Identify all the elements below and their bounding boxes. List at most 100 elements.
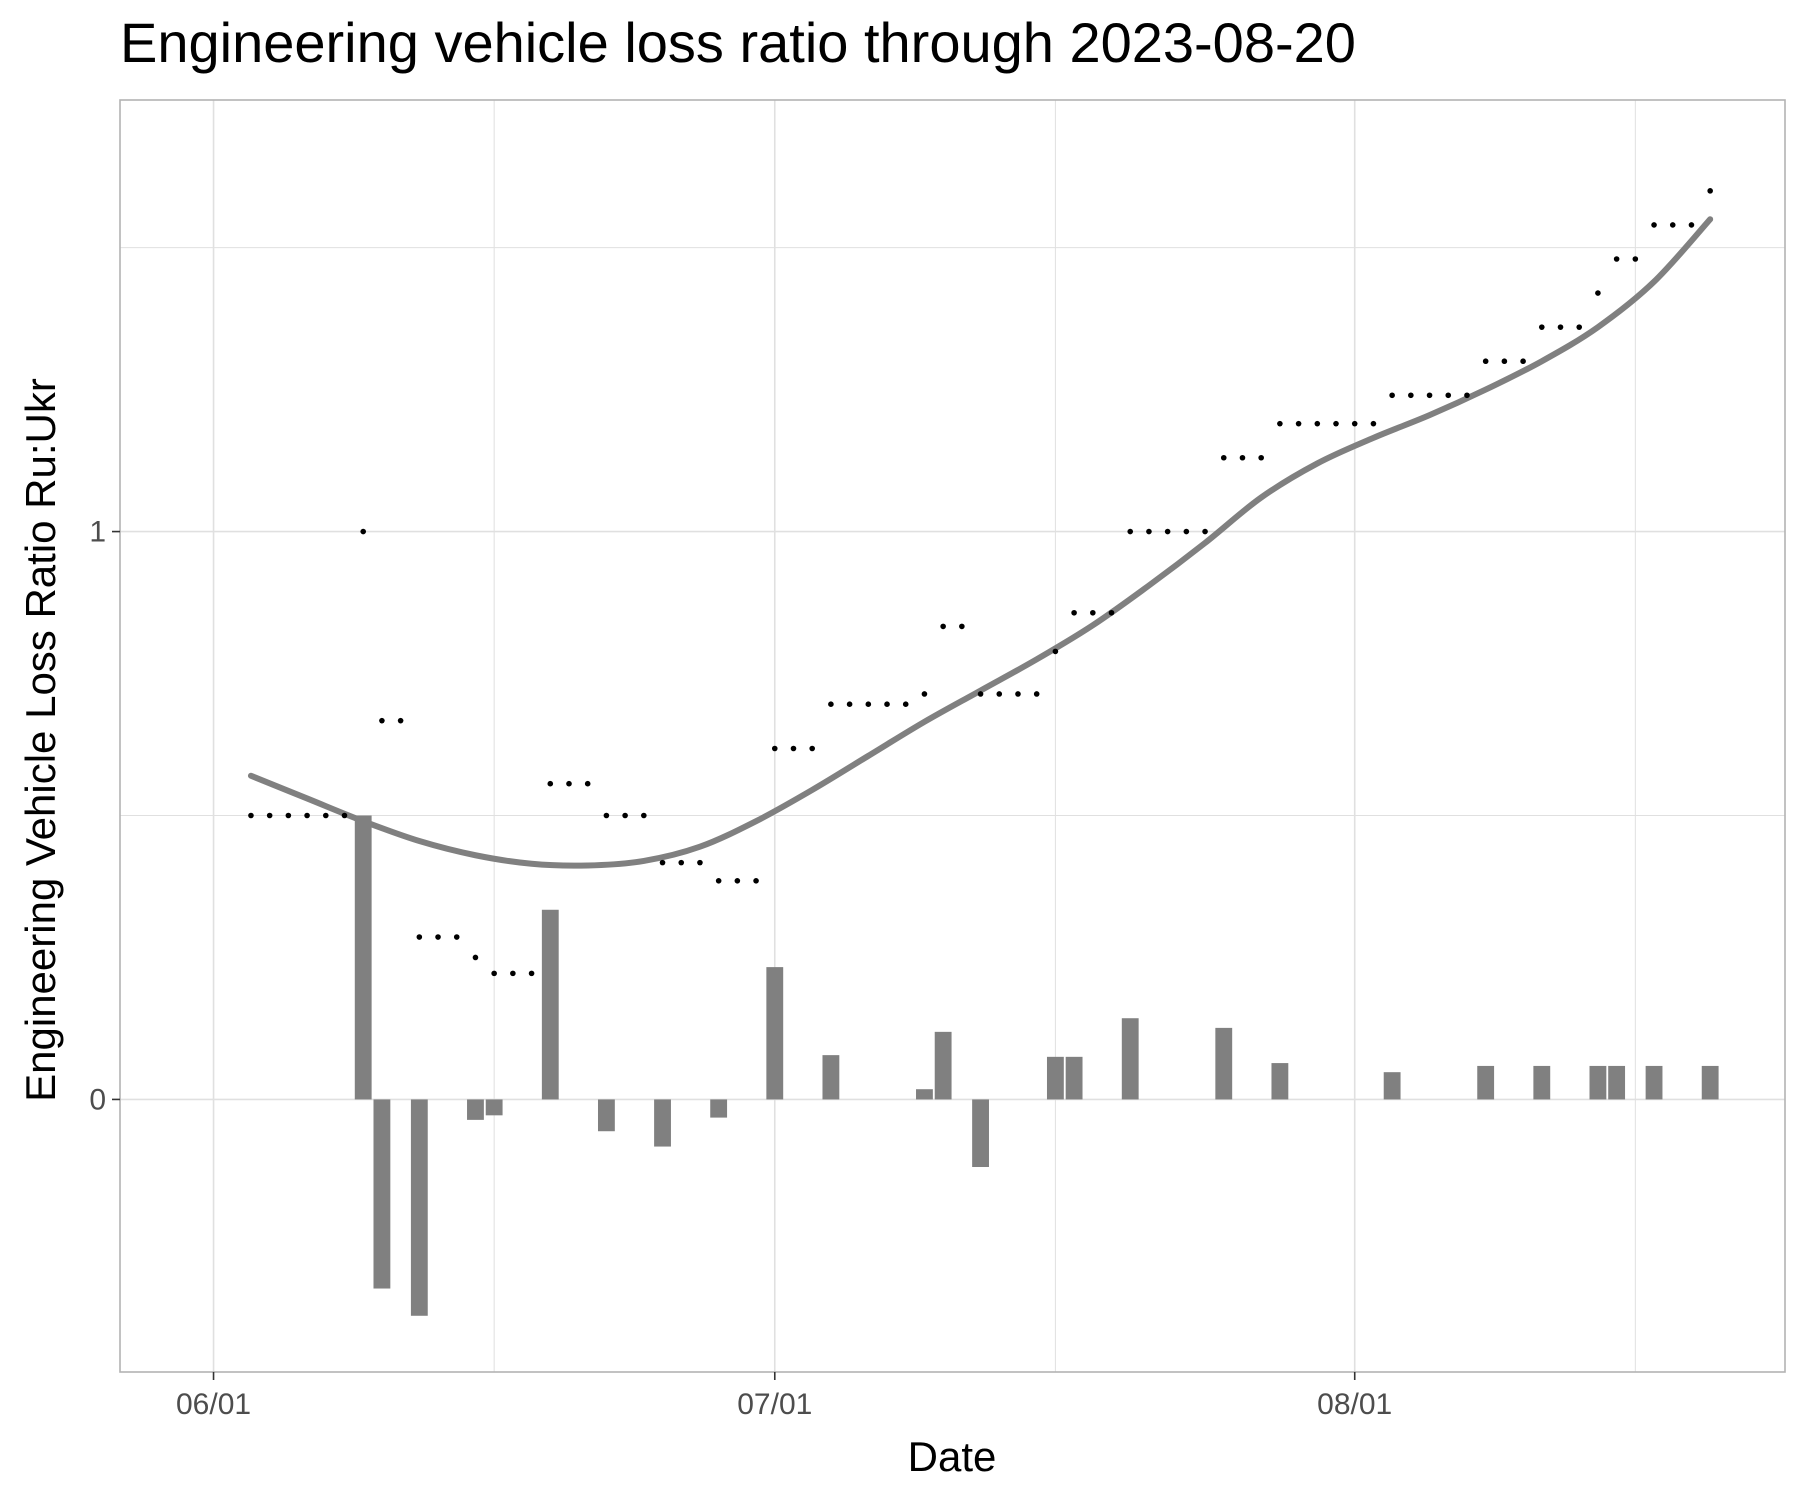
- change-bar: [485, 1099, 503, 1116]
- change-bar: [354, 815, 372, 1100]
- ratio-point: [771, 745, 778, 752]
- ratio-point: [1333, 420, 1339, 427]
- change-bar: [467, 1099, 484, 1120]
- ratio-point: [715, 878, 722, 884]
- ratio-point: [1445, 392, 1452, 399]
- ratio-point: [1595, 290, 1601, 296]
- ratio-point: [416, 934, 423, 940]
- x-axis-ticks: 06/01 07/01 08/01: [176, 1372, 1392, 1421]
- ratio-point: [828, 701, 834, 707]
- change-bar: [1271, 1063, 1289, 1100]
- ratio-point: [379, 717, 385, 724]
- ratio-point: [566, 780, 572, 787]
- ratio-point: [902, 701, 909, 707]
- ratio-point: [1632, 256, 1639, 262]
- ratio-point: [809, 745, 815, 752]
- change-bar: [916, 1089, 933, 1100]
- ratio-points: [248, 188, 1713, 977]
- change-bar: [1533, 1065, 1551, 1100]
- change-bar: [1701, 1065, 1719, 1100]
- ratio-point: [304, 812, 310, 819]
- ratio-point: [1538, 324, 1545, 330]
- ratio-point: [659, 859, 666, 866]
- grid-lines: [120, 100, 1785, 1372]
- ratio-point: [1613, 256, 1620, 262]
- ratio-point: [1127, 528, 1134, 535]
- ratio-point: [1651, 222, 1657, 228]
- ratio-point: [528, 970, 535, 977]
- ratio-point: [1033, 691, 1040, 697]
- ratio-point: [1426, 392, 1433, 399]
- ratio-point: [1220, 454, 1227, 461]
- ratio-point: [1090, 609, 1096, 616]
- smooth-trend-line: [247, 216, 1714, 869]
- change-bar: [1215, 1027, 1233, 1100]
- change-bar: [373, 1099, 391, 1289]
- change-bar: [710, 1099, 728, 1118]
- change-bar: [934, 1031, 952, 1100]
- ratio-point: [1389, 392, 1395, 399]
- ratio-point: [1370, 420, 1377, 427]
- x-tick-label: 08/01: [1317, 1388, 1392, 1421]
- change-bar: [1589, 1065, 1607, 1100]
- change-bar: [1645, 1065, 1663, 1100]
- change-bar: [972, 1099, 989, 1168]
- ratio-point: [1146, 528, 1152, 535]
- change-bar: [1065, 1056, 1083, 1100]
- ratio-point: [641, 812, 647, 819]
- ratio-point: [1239, 454, 1246, 461]
- ratio-point: [1071, 609, 1077, 616]
- ratio-point: [977, 691, 984, 697]
- change-bar: [1121, 1018, 1139, 1100]
- ratio-point: [1351, 420, 1358, 427]
- ratio-point: [1277, 420, 1283, 427]
- ratio-point: [697, 859, 703, 866]
- ratio-point: [510, 970, 516, 977]
- change-bar: [410, 1099, 428, 1316]
- ratio-point: [940, 623, 946, 630]
- change-bar: [1046, 1056, 1064, 1100]
- ratio-point: [603, 812, 610, 819]
- ratio-point: [435, 934, 441, 940]
- ratio-point: [734, 878, 741, 884]
- change-bar: [1477, 1065, 1495, 1100]
- ratio-point: [1314, 420, 1321, 427]
- x-tick-label: 06/01: [176, 1388, 251, 1421]
- ratio-point: [322, 812, 329, 819]
- change-bar: [766, 967, 784, 1100]
- change-bar: [822, 1055, 840, 1100]
- ratio-point: [1295, 420, 1302, 427]
- ratio-point: [1015, 691, 1021, 697]
- ratio-point: [1520, 358, 1526, 365]
- ratio-point: [1183, 528, 1190, 535]
- ratio-point: [1669, 222, 1676, 228]
- change-bar: [541, 909, 559, 1100]
- ratio-point: [790, 745, 797, 752]
- y-axis-ticks: 01: [89, 516, 120, 1116]
- ratio-point: [996, 691, 1003, 697]
- y-tick-label: 0: [89, 1083, 106, 1116]
- ratio-point: [360, 528, 367, 535]
- ratio-point: [491, 970, 497, 977]
- ratio-point: [1108, 609, 1115, 616]
- ratio-point: [846, 701, 853, 707]
- ratio-point: [1164, 528, 1171, 535]
- change-bar: [1608, 1065, 1626, 1100]
- ratio-point: [1501, 358, 1508, 365]
- ratio-point: [584, 780, 591, 787]
- x-tick-label: 07/01: [737, 1388, 812, 1421]
- ratio-point: [1052, 648, 1059, 655]
- x-axis-title: Date: [908, 1433, 997, 1480]
- change-bar: [1383, 1072, 1401, 1100]
- ratio-point: [1408, 392, 1414, 399]
- ratio-point: [453, 934, 460, 940]
- ratio-point: [341, 812, 348, 819]
- ratio-point: [266, 812, 273, 819]
- ratio-point: [1202, 528, 1208, 535]
- ratio-point: [884, 701, 890, 707]
- chart-title: Engineering vehicle loss ratio through 2…: [120, 11, 1356, 74]
- ratio-point: [921, 691, 928, 697]
- ratio-point: [1576, 324, 1583, 330]
- ratio-point: [397, 717, 404, 724]
